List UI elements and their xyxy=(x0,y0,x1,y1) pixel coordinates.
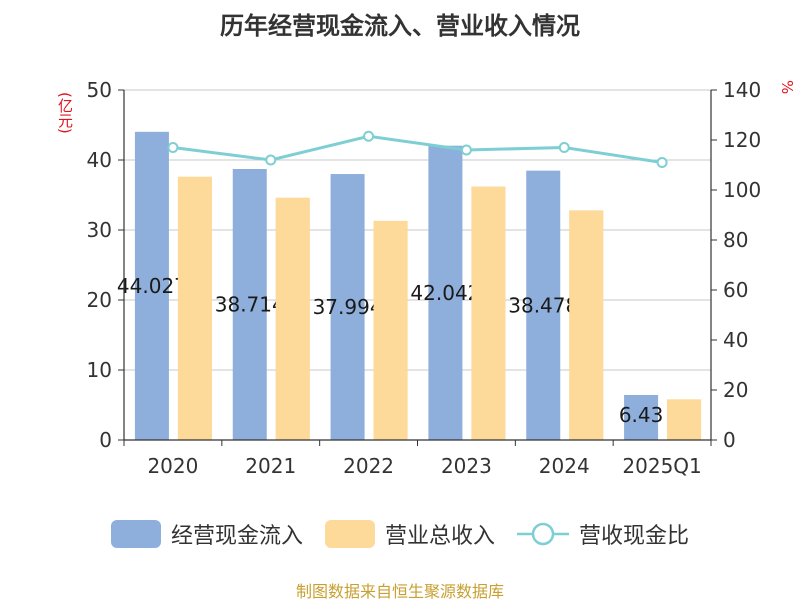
legend-item-cash-ratio[interactable]: 营收现金比 xyxy=(517,518,689,550)
bar-revenue-overlay-2022 xyxy=(373,220,408,440)
y-right-tick-label-60: 60 xyxy=(723,278,748,302)
x-tick-label-2024: 2024 xyxy=(539,454,590,478)
data-source-note: 制图数据来自恒生聚源数据库 xyxy=(295,582,504,601)
y-right-tick-label-0: 0 xyxy=(723,428,736,452)
point-cash-ratio-2021 xyxy=(265,154,277,166)
legend-swatch-revenue xyxy=(324,520,375,548)
bar-revenue-overlay-2020 xyxy=(177,176,212,441)
y-right-tick-label-40: 40 xyxy=(723,328,748,352)
bar-revenue-overlay-2025Q1 xyxy=(667,399,702,440)
point-cash-ratio-2023 xyxy=(460,144,472,156)
legend-swatch-cash-inflow xyxy=(110,520,161,548)
y-right-tick-label-20: 20 xyxy=(723,378,748,402)
y-right-tick-label-140: 140 xyxy=(723,78,761,102)
legend-item-cash-inflow[interactable]: 经营现金流入 xyxy=(110,518,303,550)
point-cash-ratio-2022 xyxy=(363,130,375,142)
bar-revenue-overlay-2021 xyxy=(275,197,310,440)
x-tick-label-2021: 2021 xyxy=(245,454,296,478)
bar-revenue-overlay-2024 xyxy=(569,210,604,440)
data-label-cash-inflow-2023: 42.042 xyxy=(410,281,480,305)
y-left-tick-label-0: 0 xyxy=(99,428,112,452)
y-axis-right-label: % xyxy=(778,80,796,95)
bar-cash-inflow-2024 xyxy=(526,170,561,441)
bar-cash-inflow-2023 xyxy=(428,145,463,440)
bar-revenue-overlay-2023 xyxy=(471,186,506,440)
data-label-cash-inflow-2025Q1: 6.43 xyxy=(619,403,664,427)
legend-label-cash-inflow: 经营现金流入 xyxy=(170,524,303,549)
legend-item-revenue[interactable]: 营业总收入 xyxy=(324,518,495,550)
y-axis-left-label: (亿元) xyxy=(56,92,74,134)
x-tick-label-2023: 2023 xyxy=(441,454,492,478)
chart-legend: 经营现金流入 营业总收入 营收现金比 xyxy=(0,514,800,554)
bar-cash-inflow-2025Q1 xyxy=(624,394,659,440)
data-label-cash-inflow-2024: 38.478 xyxy=(508,293,578,317)
y-right-tick-label-80: 80 xyxy=(723,228,748,252)
legend-label-cash-ratio: 营收现金比 xyxy=(579,524,690,549)
data-label-cash-inflow-2021: 38.714 xyxy=(215,293,285,317)
bar-cash-inflow-2022 xyxy=(330,174,365,441)
point-cash-ratio-2025Q1 xyxy=(656,157,668,168)
x-tick-label-2020: 2020 xyxy=(147,454,198,478)
x-tick-label-2022: 2022 xyxy=(343,454,394,478)
y-left-tick-label-10: 10 xyxy=(87,358,112,382)
data-label-cash-inflow-2020: 44.027 xyxy=(117,274,187,298)
x-tick-label-2025Q1: 2025Q1 xyxy=(622,454,701,478)
point-cash-ratio-2024 xyxy=(558,142,570,153)
chart-title: 历年经营现金流入、营业收入情况 xyxy=(220,12,580,40)
legend-line-marker-icon xyxy=(517,522,569,546)
legend-label-revenue: 营业总收入 xyxy=(384,524,495,549)
bar-cash-inflow-2020 xyxy=(134,131,169,440)
y-right-tick-label-120: 120 xyxy=(723,128,761,152)
y-left-tick-label-50: 50 xyxy=(87,78,112,102)
bar-cash-inflow-2021 xyxy=(232,169,267,440)
data-label-cash-inflow-2022: 37.994 xyxy=(313,295,383,319)
y-left-tick-label-40: 40 xyxy=(87,148,112,172)
line-cash-ratio xyxy=(172,134,663,164)
y-left-tick-label-30: 30 xyxy=(87,218,112,242)
point-cash-ratio-2020 xyxy=(167,142,179,153)
y-right-tick-label-100: 100 xyxy=(723,178,761,202)
y-left-tick-label-20: 20 xyxy=(87,288,112,312)
